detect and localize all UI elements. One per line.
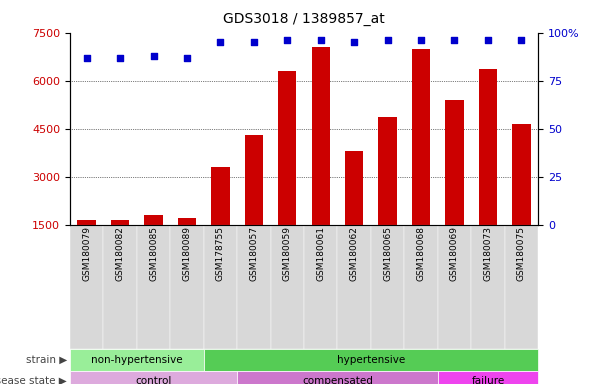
Point	[81, 55, 91, 61]
Bar	[111, 220, 130, 273]
Text: strain ▶: strain ▶	[26, 355, 67, 365]
Bar	[412, 49, 430, 273]
Bar	[311, 47, 330, 273]
Text: control: control	[136, 376, 171, 384]
Point	[148, 53, 158, 59]
Point	[383, 37, 393, 43]
Point	[316, 37, 326, 43]
Text: disease state ▶: disease state ▶	[0, 376, 67, 384]
Point	[349, 39, 359, 45]
Point	[115, 55, 125, 61]
Text: failure: failure	[471, 376, 505, 384]
Bar	[211, 167, 230, 273]
Bar	[178, 218, 196, 273]
Point	[249, 39, 259, 45]
Bar	[478, 70, 497, 273]
Point	[416, 37, 426, 43]
Bar	[445, 100, 464, 273]
Text: non-hypertensive: non-hypertensive	[91, 355, 182, 365]
Bar	[345, 151, 364, 273]
Point	[182, 55, 192, 61]
Point	[517, 37, 527, 43]
Bar	[512, 124, 531, 273]
Point	[282, 37, 292, 43]
Bar	[144, 215, 163, 273]
Bar	[278, 71, 297, 273]
Text: hypertensive: hypertensive	[337, 355, 405, 365]
Bar	[77, 220, 96, 273]
Bar	[378, 118, 397, 273]
Bar	[244, 135, 263, 273]
Point	[215, 39, 225, 45]
Point	[449, 37, 460, 43]
Point	[483, 37, 493, 43]
Text: compensated: compensated	[302, 376, 373, 384]
Text: GDS3018 / 1389857_at: GDS3018 / 1389857_at	[223, 12, 385, 25]
